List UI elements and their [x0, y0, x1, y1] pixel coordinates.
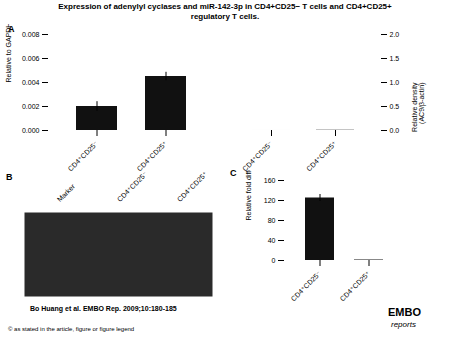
- html-text:Expression of adenylyl cyclase: Expression of adenylyl cyclases and miR-…: [58, 2, 392, 21]
- svg-text:120: 120: [264, 197, 276, 204]
- svg-text:0.004: 0.004: [22, 79, 40, 86]
- svg-text:1.5: 1.5: [390, 55, 400, 62]
- svg-text:160: 160: [264, 177, 276, 184]
- svg-text:0.000: 0.000: [22, 127, 40, 134]
- svg-text:0.008: 0.008: [22, 31, 40, 38]
- svg-text:CD4⁺CD25⁻: CD4⁺CD25⁻: [290, 269, 323, 302]
- svg-text:40: 40: [268, 237, 276, 244]
- svg-text:CD4⁺CD25⁺: CD4⁺CD25⁺: [339, 269, 372, 302]
- svg-text:CD4⁺CD25⁻: CD4⁺CD25⁻: [241, 139, 274, 172]
- html-text:A: A: [8, 24, 15, 34]
- svg-text:CD4⁺CD25⁺: CD4⁺CD25⁺: [305, 139, 338, 172]
- html-text:EMBO: EMBO: [388, 306, 421, 318]
- svg-text:0.002: 0.002: [22, 103, 40, 110]
- html-text:© as stated in the article, fi: © as stated in the article, figure or fi…: [8, 326, 135, 332]
- svg-text:2.0: 2.0: [390, 31, 400, 38]
- svg-text:0.0: 0.0: [390, 127, 400, 134]
- svg-text:CD4⁺CD25⁺: CD4⁺CD25⁺: [136, 139, 169, 172]
- svg-text:0.006: 0.006: [22, 55, 40, 62]
- svg-text:80: 80: [268, 217, 276, 224]
- html-text:Bo Huang et al. EMBO Rep. 2009: Bo Huang et al. EMBO Rep. 2009;10:180-18…: [30, 305, 177, 312]
- svg-text:Marker: Marker: [56, 182, 77, 203]
- svg-text:CD4⁺CD25⁻: CD4⁺CD25⁻: [67, 139, 100, 172]
- svg-text:Relative fold difference: Relative fold difference: [245, 170, 252, 221]
- svg-text:1.0: 1.0: [390, 79, 400, 86]
- html-text:reports: reports: [391, 320, 416, 329]
- html-text:B: B: [6, 172, 13, 182]
- svg-text:Relative density(AC9/β-actin): Relative density(AC9/β-actin): [411, 82, 426, 132]
- html-text:C: C: [230, 168, 237, 178]
- svg-text:0: 0: [272, 257, 276, 264]
- svg-text:CD4⁺CD25⁻: CD4⁺CD25⁻: [116, 170, 149, 203]
- svg-text:0.5: 0.5: [390, 103, 400, 110]
- svg-text:CD4⁺CD25⁺: CD4⁺CD25⁺: [176, 170, 209, 203]
